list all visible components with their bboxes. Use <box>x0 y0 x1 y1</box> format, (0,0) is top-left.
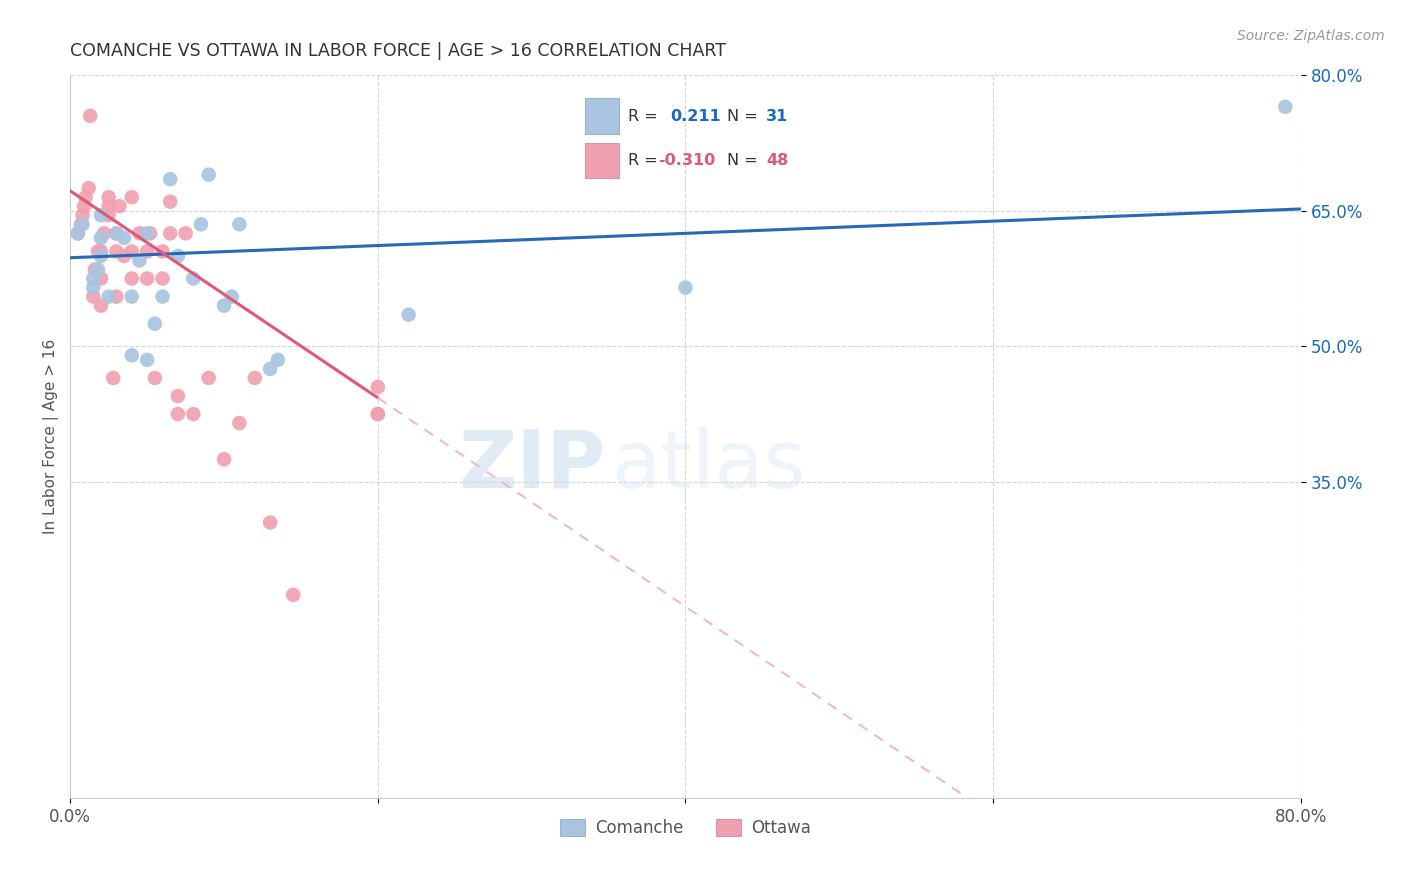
Point <box>105 290 128 304</box>
Point <box>97 208 120 222</box>
Point <box>128 227 150 241</box>
Point <box>121 190 143 204</box>
Point <box>72 217 94 231</box>
Point <box>143 317 166 331</box>
Point <box>143 371 166 385</box>
Point <box>190 217 212 231</box>
Point <box>97 190 120 204</box>
Point <box>108 199 131 213</box>
Point <box>66 227 89 241</box>
Point <box>82 280 104 294</box>
Point <box>267 352 290 367</box>
Text: atlas: atlas <box>612 426 806 505</box>
Point <box>77 181 100 195</box>
Text: COMANCHE VS OTTAWA IN LABOR FORCE | AGE > 16 CORRELATION CHART: COMANCHE VS OTTAWA IN LABOR FORCE | AGE … <box>70 42 727 60</box>
Point <box>121 244 143 259</box>
Point <box>152 290 174 304</box>
Point <box>103 371 125 385</box>
Legend: Comanche, Ottawa: Comanche, Ottawa <box>553 813 818 844</box>
Point <box>139 227 162 241</box>
Point <box>90 208 112 222</box>
Point <box>75 190 97 204</box>
Point <box>66 227 89 241</box>
Point <box>105 227 128 241</box>
Point <box>197 371 219 385</box>
Point <box>136 352 159 367</box>
Point <box>112 231 135 245</box>
Y-axis label: In Labor Force | Age > 16: In Labor Force | Age > 16 <box>44 339 59 534</box>
Point <box>90 249 112 263</box>
Point <box>97 290 120 304</box>
Point <box>197 168 219 182</box>
Point <box>121 271 143 285</box>
Point <box>228 416 250 430</box>
Point <box>70 217 93 231</box>
Point <box>221 290 243 304</box>
Point <box>159 227 181 241</box>
Text: ZIP: ZIP <box>458 426 606 505</box>
Point <box>181 407 204 421</box>
Point <box>212 299 235 313</box>
Point <box>97 199 120 213</box>
Point <box>105 227 128 241</box>
Point <box>73 199 96 213</box>
Point <box>83 262 105 277</box>
Point <box>152 244 174 259</box>
Point <box>243 371 266 385</box>
Point <box>82 271 104 285</box>
Point <box>167 407 190 421</box>
Point <box>167 249 190 263</box>
Point <box>283 588 305 602</box>
Point <box>90 231 112 245</box>
Point <box>93 227 115 241</box>
Point <box>152 271 174 285</box>
Point <box>72 208 94 222</box>
Point <box>159 194 181 209</box>
Point <box>128 253 150 268</box>
Point <box>79 109 101 123</box>
Point <box>367 407 389 421</box>
Point <box>87 244 110 259</box>
Point <box>259 516 281 530</box>
Point <box>367 380 389 394</box>
Point <box>675 280 697 294</box>
Point <box>105 244 128 259</box>
Point <box>181 271 204 285</box>
Point <box>90 244 112 259</box>
Point <box>167 389 190 403</box>
Point <box>112 249 135 263</box>
Point <box>159 172 181 186</box>
Point <box>87 262 110 277</box>
Point <box>174 227 197 241</box>
Point <box>136 227 159 241</box>
Point <box>398 308 420 322</box>
Point <box>228 217 250 231</box>
Point <box>367 407 389 421</box>
Point <box>121 348 143 362</box>
Point <box>90 299 112 313</box>
Point <box>82 290 104 304</box>
Point <box>136 271 159 285</box>
Text: Source: ZipAtlas.com: Source: ZipAtlas.com <box>1237 29 1385 43</box>
Point <box>121 290 143 304</box>
Point <box>212 452 235 467</box>
Point <box>136 244 159 259</box>
Point <box>90 271 112 285</box>
Point <box>1274 100 1296 114</box>
Point <box>259 362 281 376</box>
